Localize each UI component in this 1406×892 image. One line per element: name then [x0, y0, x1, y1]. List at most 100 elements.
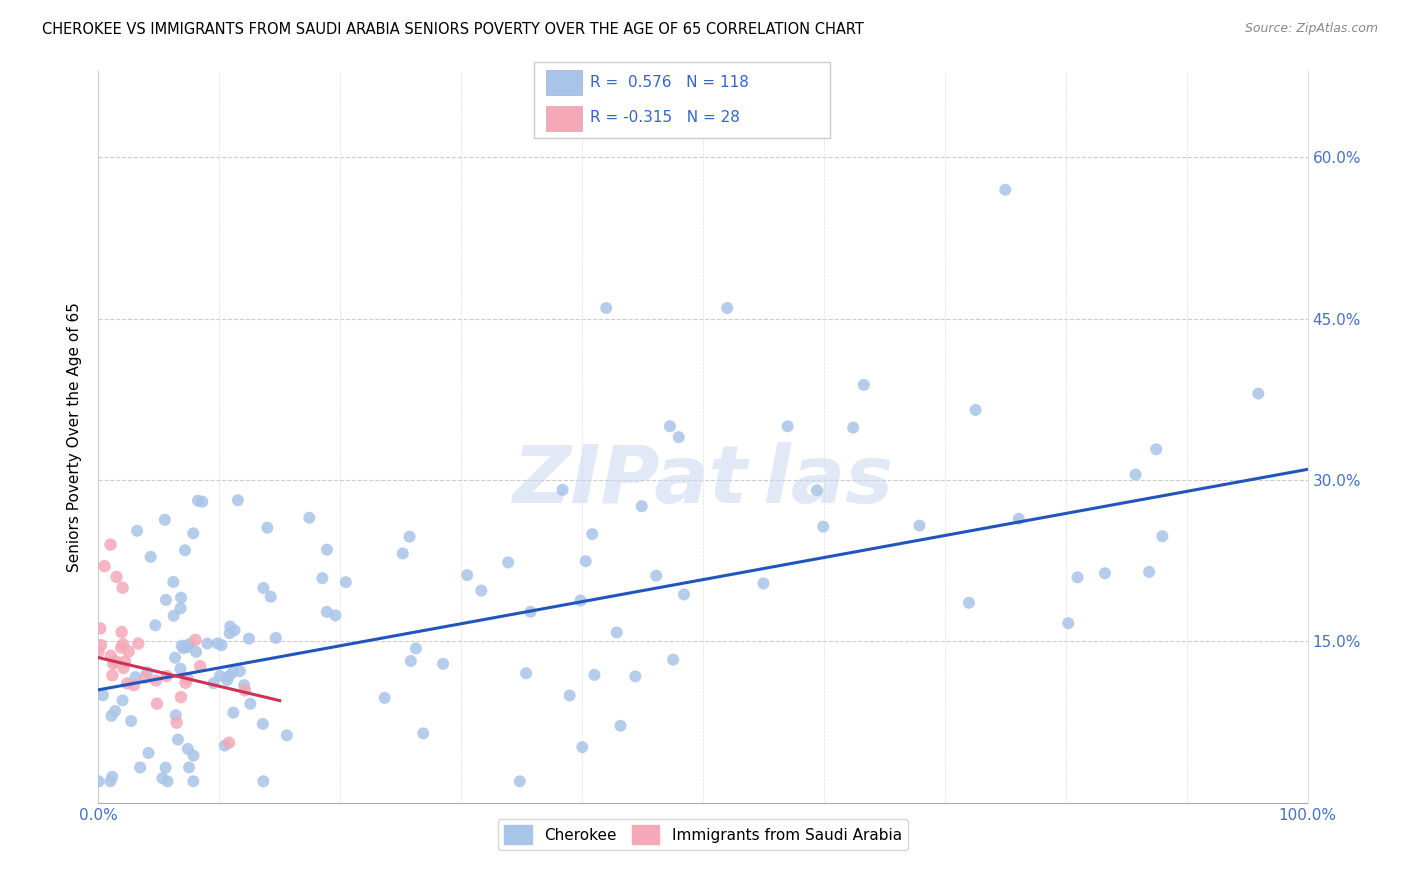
- Point: [100, 648, 122, 663]
- Point: [1057, 616, 1080, 631]
- Point: [170, 591, 193, 605]
- Point: [218, 736, 240, 750]
- Point: [551, 483, 574, 497]
- Point: [166, 715, 188, 730]
- Y-axis label: Seniors Poverty Over the Age of 65: Seniors Poverty Over the Age of 65: [67, 302, 83, 572]
- Point: [122, 678, 145, 692]
- Point: [217, 673, 239, 688]
- FancyBboxPatch shape: [546, 70, 582, 95]
- Point: [1008, 512, 1031, 526]
- Point: [432, 657, 454, 671]
- Point: [558, 689, 581, 703]
- Point: [111, 625, 134, 640]
- Point: [170, 639, 193, 653]
- Point: [163, 608, 186, 623]
- Point: [111, 693, 134, 707]
- Point: [155, 593, 177, 607]
- Point: [672, 587, 695, 601]
- Point: [101, 668, 124, 682]
- Point: [127, 524, 149, 538]
- Point: [316, 542, 339, 557]
- Point: [152, 771, 174, 785]
- Point: [776, 419, 799, 434]
- Point: [752, 576, 775, 591]
- Point: [668, 430, 690, 444]
- Point: [509, 774, 531, 789]
- Point: [145, 618, 167, 632]
- Point: [90, 638, 112, 652]
- Point: [519, 605, 541, 619]
- Point: [806, 483, 828, 498]
- Point: [187, 493, 209, 508]
- Point: [184, 632, 207, 647]
- Point: [1094, 566, 1116, 581]
- Point: [124, 670, 146, 684]
- Text: CHEROKEE VS IMMIGRANTS FROM SAUDI ARABIA SENIORS POVERTY OVER THE AGE OF 65 CORR: CHEROKEE VS IMMIGRANTS FROM SAUDI ARABIA…: [42, 22, 865, 37]
- Point: [658, 419, 681, 434]
- Point: [174, 675, 197, 690]
- Point: [104, 704, 127, 718]
- Point: [195, 636, 218, 650]
- Point: [399, 654, 422, 668]
- Point: [224, 624, 246, 638]
- Point: [811, 519, 834, 533]
- Point: [606, 625, 628, 640]
- Point: [89, 622, 111, 636]
- Point: [233, 683, 256, 698]
- Point: [100, 774, 122, 789]
- Point: [609, 719, 631, 733]
- Point: [174, 543, 197, 558]
- Text: ZIPat las: ZIPat las: [512, 442, 894, 520]
- Point: [325, 608, 347, 623]
- Point: [183, 774, 205, 789]
- Point: [852, 378, 875, 392]
- Point: [716, 301, 738, 315]
- Point: [191, 494, 214, 508]
- Point: [374, 690, 396, 705]
- Point: [842, 420, 865, 434]
- Point: [515, 666, 537, 681]
- Point: [496, 556, 519, 570]
- Point: [91, 688, 114, 702]
- Point: [214, 739, 236, 753]
- Point: [315, 605, 337, 619]
- Point: [1137, 565, 1160, 579]
- Point: [630, 500, 652, 514]
- Point: [179, 637, 201, 651]
- Point: [112, 661, 135, 675]
- Point: [994, 183, 1017, 197]
- Point: [163, 650, 186, 665]
- FancyBboxPatch shape: [534, 62, 830, 138]
- Point: [957, 596, 980, 610]
- Point: [118, 644, 141, 658]
- Point: [169, 662, 191, 676]
- Legend: Cherokee, Immigrants from Saudi Arabia: Cherokee, Immigrants from Saudi Arabia: [498, 819, 908, 850]
- Point: [238, 632, 260, 646]
- Point: [156, 669, 179, 683]
- Point: [595, 301, 617, 315]
- Point: [583, 668, 606, 682]
- Point: [207, 636, 229, 650]
- Point: [145, 673, 167, 688]
- Point: [233, 678, 256, 692]
- Point: [218, 626, 240, 640]
- Point: [155, 761, 177, 775]
- Point: [176, 640, 198, 655]
- Point: [470, 583, 492, 598]
- Point: [571, 740, 593, 755]
- Point: [298, 510, 321, 524]
- Point: [111, 581, 134, 595]
- Point: [184, 645, 207, 659]
- Text: Source: ZipAtlas.com: Source: ZipAtlas.com: [1244, 22, 1378, 36]
- Point: [256, 521, 278, 535]
- Point: [127, 636, 149, 650]
- Point: [177, 742, 200, 756]
- Point: [252, 717, 274, 731]
- Point: [110, 640, 132, 655]
- Point: [1066, 570, 1088, 584]
- Point: [103, 657, 125, 671]
- Point: [276, 728, 298, 742]
- Point: [222, 665, 245, 680]
- Point: [136, 665, 159, 680]
- Point: [146, 697, 169, 711]
